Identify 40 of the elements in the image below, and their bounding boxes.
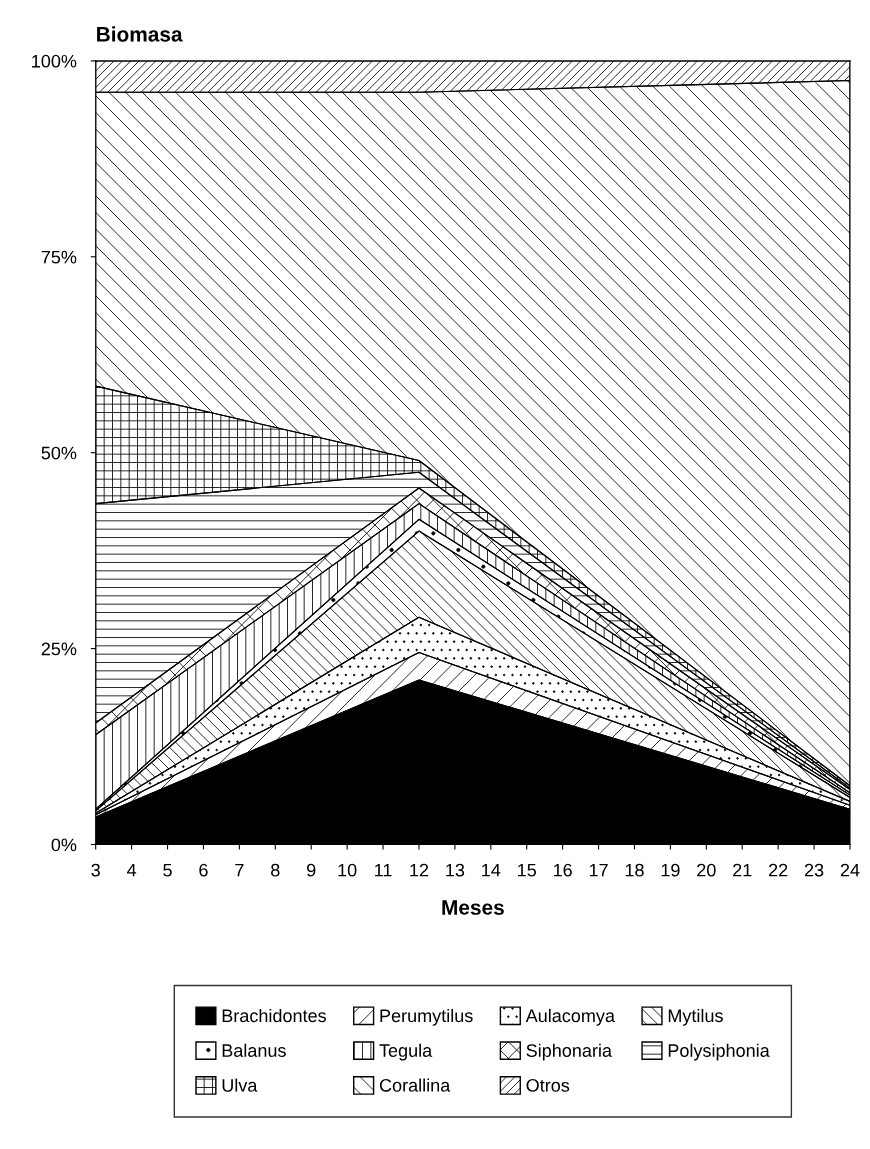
legend-label: Brachidontes: [222, 1008, 326, 1023]
x-tick-label: 16: [553, 863, 572, 877]
x-tick-label: 5: [163, 863, 172, 877]
x-tick-label: 9: [307, 863, 316, 877]
legend-label: Perumytilus: [380, 1008, 473, 1026]
x-tick-label: 17: [589, 863, 608, 877]
x-tick-label: 4: [127, 863, 137, 877]
y-tick-label: 0%: [51, 838, 77, 852]
legend-label: Tegula: [379, 1043, 433, 1061]
x-tick-label: 15: [518, 863, 537, 877]
x-tick-label: 14: [482, 863, 501, 877]
x-tick-label: 21: [733, 863, 752, 877]
x-tick-label: 20: [697, 863, 716, 877]
x-tick-label: 8: [271, 863, 280, 877]
y-tick-label: 50%: [41, 446, 77, 460]
x-tick-label: 22: [769, 863, 788, 877]
chart-title: Biomasa: [97, 26, 183, 42]
legend-label: Aulacomya: [525, 1008, 615, 1026]
legend-label: Otros: [526, 1078, 570, 1092]
x-tick-label: 7: [235, 863, 244, 877]
x-tick-label: 23: [804, 863, 824, 877]
legend-label: Balanus: [222, 1043, 286, 1057]
x-tick-label: 19: [661, 863, 680, 877]
legend-label: Polysiphonia: [668, 1043, 770, 1061]
x-tick-label: 13: [446, 863, 465, 877]
y-tick-label: 100%: [32, 54, 77, 68]
x-tick-label: 18: [625, 863, 644, 877]
legend-label: Corallina: [379, 1078, 451, 1092]
legend-label: Siphonaria: [526, 1043, 612, 1061]
y-tick-label: 25%: [41, 642, 77, 656]
x-tick-label: 12: [410, 863, 429, 877]
x-tick-label: 6: [199, 863, 208, 877]
x-tick-label: 3: [91, 863, 100, 877]
legend-label: Ulva: [222, 1078, 258, 1092]
y-tick-label: 75%: [41, 250, 77, 264]
x-tick-label: 11: [375, 863, 392, 877]
x-axis-title: Meses: [442, 900, 504, 915]
x-tick-label: 24: [840, 863, 860, 877]
legend-label: Mytilus: [668, 1008, 723, 1026]
x-tick-label: 10: [338, 863, 357, 877]
